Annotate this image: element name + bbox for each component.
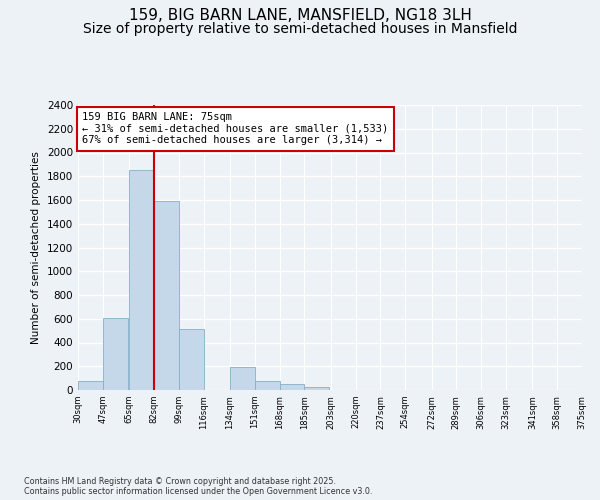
Bar (129, 170, 154, 390)
Bar (304, 387, 329, 390)
Bar (179, 330, 203, 390)
Bar (154, 201, 179, 390)
Text: Contains public sector information licensed under the Open Government Licence v3: Contains public sector information licen… (24, 487, 373, 496)
Bar (280, 384, 304, 390)
Bar (78, 381, 103, 390)
Bar (230, 368, 255, 390)
Bar (103, 318, 128, 390)
Y-axis label: Number of semi-detached properties: Number of semi-detached properties (31, 151, 41, 344)
Text: 159, BIG BARN LANE, MANSFIELD, NG18 3LH: 159, BIG BARN LANE, MANSFIELD, NG18 3LH (128, 8, 472, 22)
Text: 159 BIG BARN LANE: 75sqm
← 31% of semi-detached houses are smaller (1,533)
67% o: 159 BIG BARN LANE: 75sqm ← 31% of semi-d… (82, 112, 389, 146)
Text: Size of property relative to semi-detached houses in Mansfield: Size of property relative to semi-detach… (83, 22, 517, 36)
Text: Contains HM Land Registry data © Crown copyright and database right 2025.: Contains HM Land Registry data © Crown c… (24, 477, 336, 486)
Bar (255, 381, 280, 390)
